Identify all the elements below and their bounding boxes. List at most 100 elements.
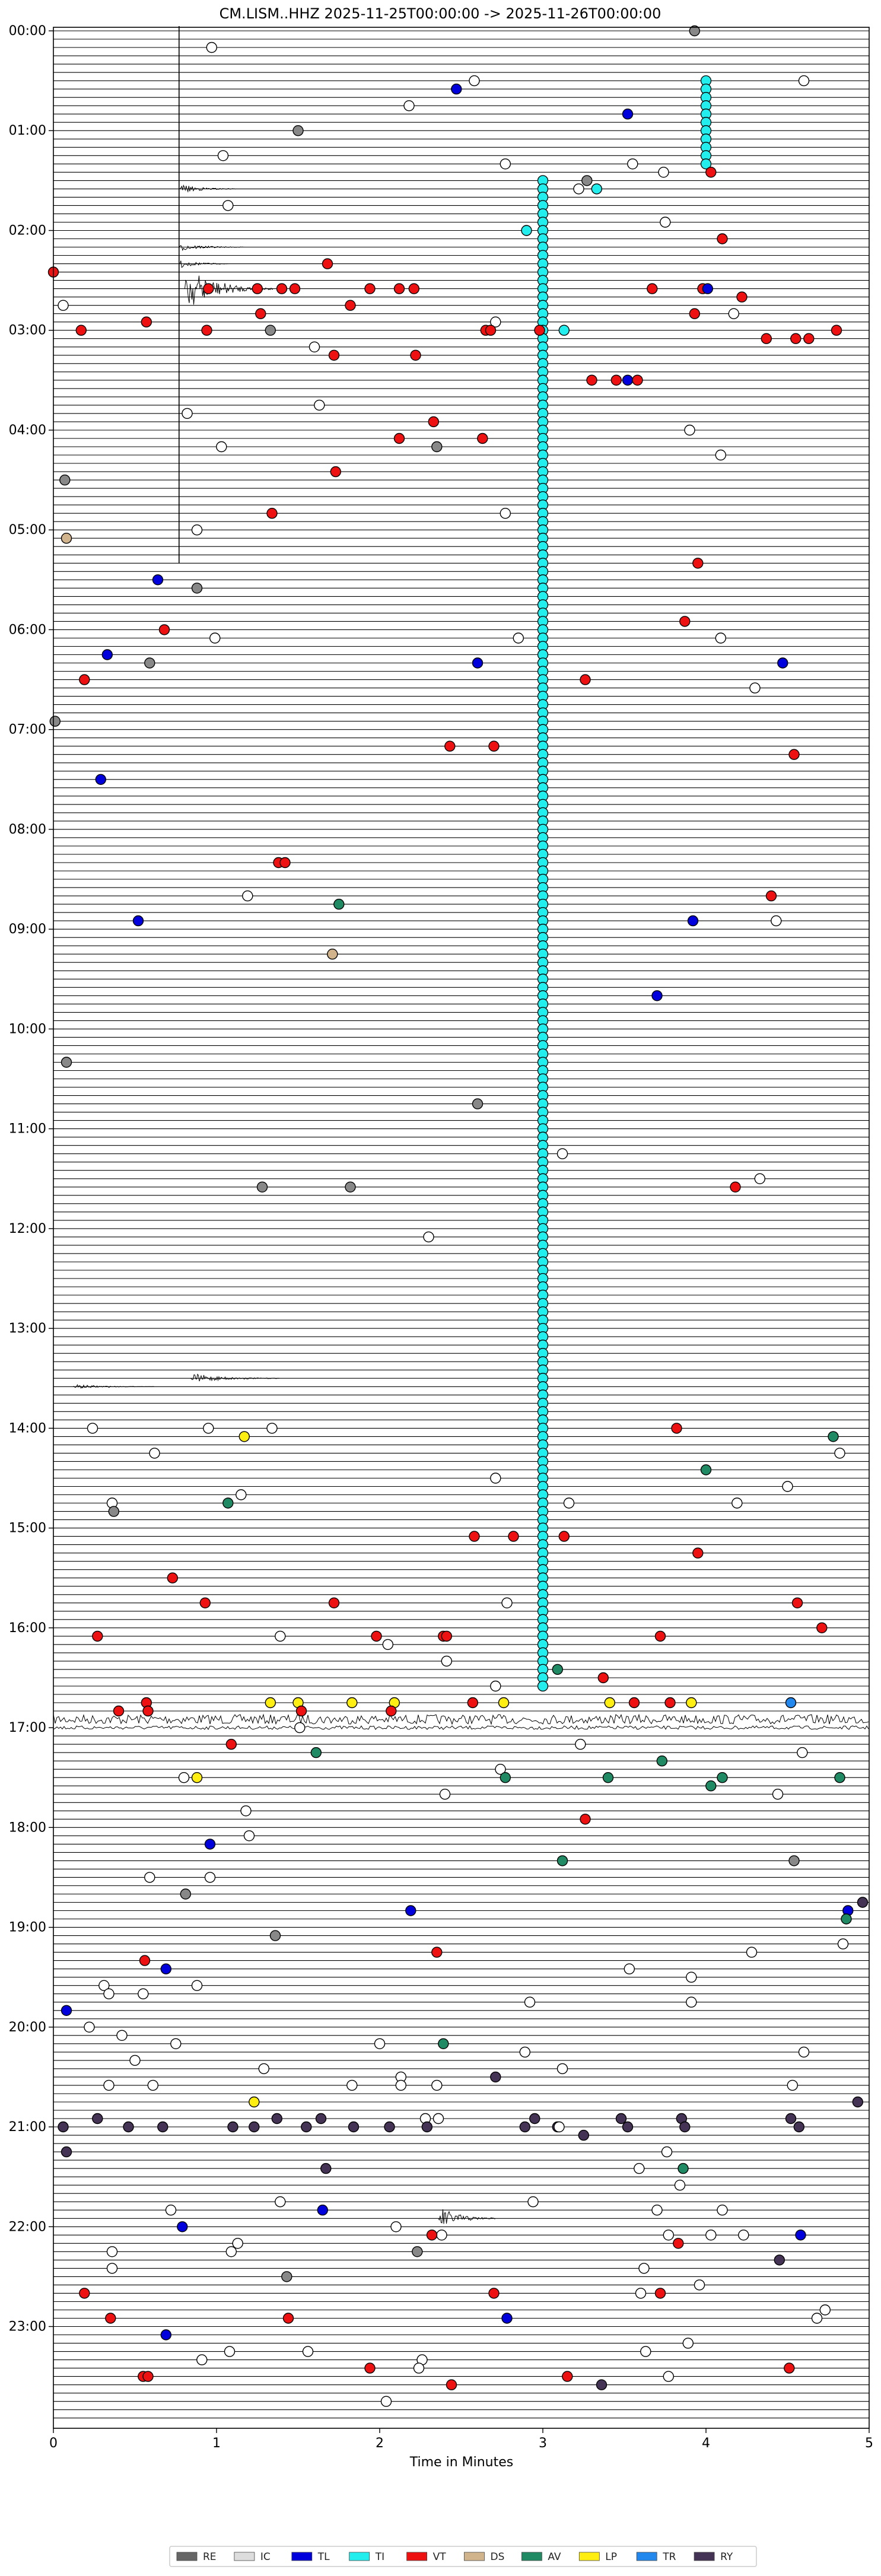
event-marker [488, 740, 500, 752]
event-marker [438, 2038, 449, 2050]
event-marker [472, 657, 484, 669]
event-marker [663, 2371, 675, 2382]
event-marker [265, 1697, 276, 1709]
hour-label: 15:00 [9, 1521, 46, 1536]
event-marker [249, 2121, 260, 2133]
x-axis: 0 1 2 3 4 5 [49, 2428, 873, 2451]
event-marker [395, 2079, 406, 2091]
hour-label: 05:00 [9, 523, 46, 538]
event-marker [266, 1423, 278, 1434]
event-marker [622, 108, 634, 120]
event-marker [602, 1772, 614, 1783]
event-marker [490, 316, 501, 327]
event-marker [275, 2196, 286, 2208]
event-marker [715, 449, 727, 461]
event-marker [761, 333, 772, 344]
event-marker [772, 1788, 784, 1800]
event-marker [384, 2121, 395, 2133]
event-marker [95, 774, 107, 785]
event-marker [673, 2238, 684, 2249]
legend-swatch [176, 2552, 198, 2561]
event-marker [217, 150, 229, 161]
event-marker [441, 1655, 452, 1667]
event-marker [348, 2121, 360, 2133]
event-marker [252, 283, 263, 294]
legend-label: TL [317, 2551, 330, 2563]
legend-label: VT [433, 2551, 447, 2563]
event-marker [682, 2338, 694, 2349]
event-marker [327, 948, 338, 960]
event-marker [123, 2121, 134, 2133]
event-marker [201, 325, 212, 336]
event-marker [141, 316, 152, 327]
event-marker [573, 183, 584, 195]
event-marker [61, 2005, 72, 2017]
event-marker [857, 1897, 869, 1908]
event-marker [393, 283, 405, 294]
hour-label: 07:00 [9, 723, 46, 737]
event-marker [679, 2121, 691, 2133]
event-marker [803, 333, 815, 344]
seismic-burst [179, 185, 236, 193]
event-marker [811, 2313, 823, 2324]
event-marker-ti [537, 1680, 549, 1692]
event-marker [408, 283, 419, 294]
event-marker [679, 616, 691, 627]
event-marker [700, 1464, 712, 1475]
hour-label: 02:00 [9, 224, 46, 238]
event-marker [258, 2063, 269, 2075]
event-marker [157, 2121, 168, 2133]
event-marker [746, 1947, 758, 1958]
event-marker [103, 1988, 115, 1999]
event-marker [730, 1181, 741, 1193]
event-marker [204, 1839, 216, 1850]
event-marker [586, 374, 597, 386]
event-marker [469, 75, 480, 87]
event-marker [238, 1431, 250, 1442]
x-tick-label: 0 [49, 2436, 58, 2451]
tilt-event-sequence [537, 75, 712, 1692]
event-markers [47, 25, 869, 2407]
event-marker [736, 291, 748, 303]
event-marker [225, 1738, 237, 1750]
event-marker [292, 125, 304, 136]
event-marker [749, 682, 761, 694]
event-marker [92, 2113, 103, 2125]
event-marker [191, 583, 203, 594]
event-marker [302, 2346, 314, 2357]
hour-label: 18:00 [9, 1820, 46, 1835]
event-marker [403, 100, 415, 112]
event-marker [390, 2221, 402, 2232]
hour-label: 03:00 [9, 323, 46, 338]
event-marker [765, 890, 777, 902]
event-marker [684, 424, 695, 436]
event-marker [191, 1772, 203, 1783]
chart-title: CM.LISM..HHZ 2025-11-25T00:00:00 -> 2025… [220, 5, 661, 22]
event-marker [705, 2230, 717, 2241]
event-marker [203, 283, 214, 294]
event-marker [797, 1747, 808, 1758]
event-marker [519, 2046, 530, 2058]
hour-label: 17:00 [9, 1720, 46, 1735]
event-marker [265, 325, 276, 336]
event-marker [58, 300, 69, 311]
event-marker [346, 1697, 358, 1709]
event-marker [451, 83, 462, 95]
event-marker [647, 283, 658, 294]
hour-label: 11:00 [9, 1122, 46, 1137]
legend-label: TR [662, 2551, 676, 2563]
event-marker [717, 2204, 728, 2216]
event-marker [59, 474, 71, 486]
event-marker [831, 325, 842, 336]
trace-row [53, 1713, 869, 1725]
event-marker [204, 1872, 216, 1883]
hour-label: 20:00 [9, 2020, 46, 2035]
legend-label: DS [491, 2551, 505, 2563]
event-marker [222, 200, 234, 211]
event-marker [686, 1996, 697, 2008]
legend-label: RE [203, 2551, 217, 2563]
event-marker [575, 1738, 586, 1750]
legend-swatch [291, 2552, 313, 2561]
event-marker [61, 533, 72, 544]
event-marker [147, 2079, 158, 2091]
